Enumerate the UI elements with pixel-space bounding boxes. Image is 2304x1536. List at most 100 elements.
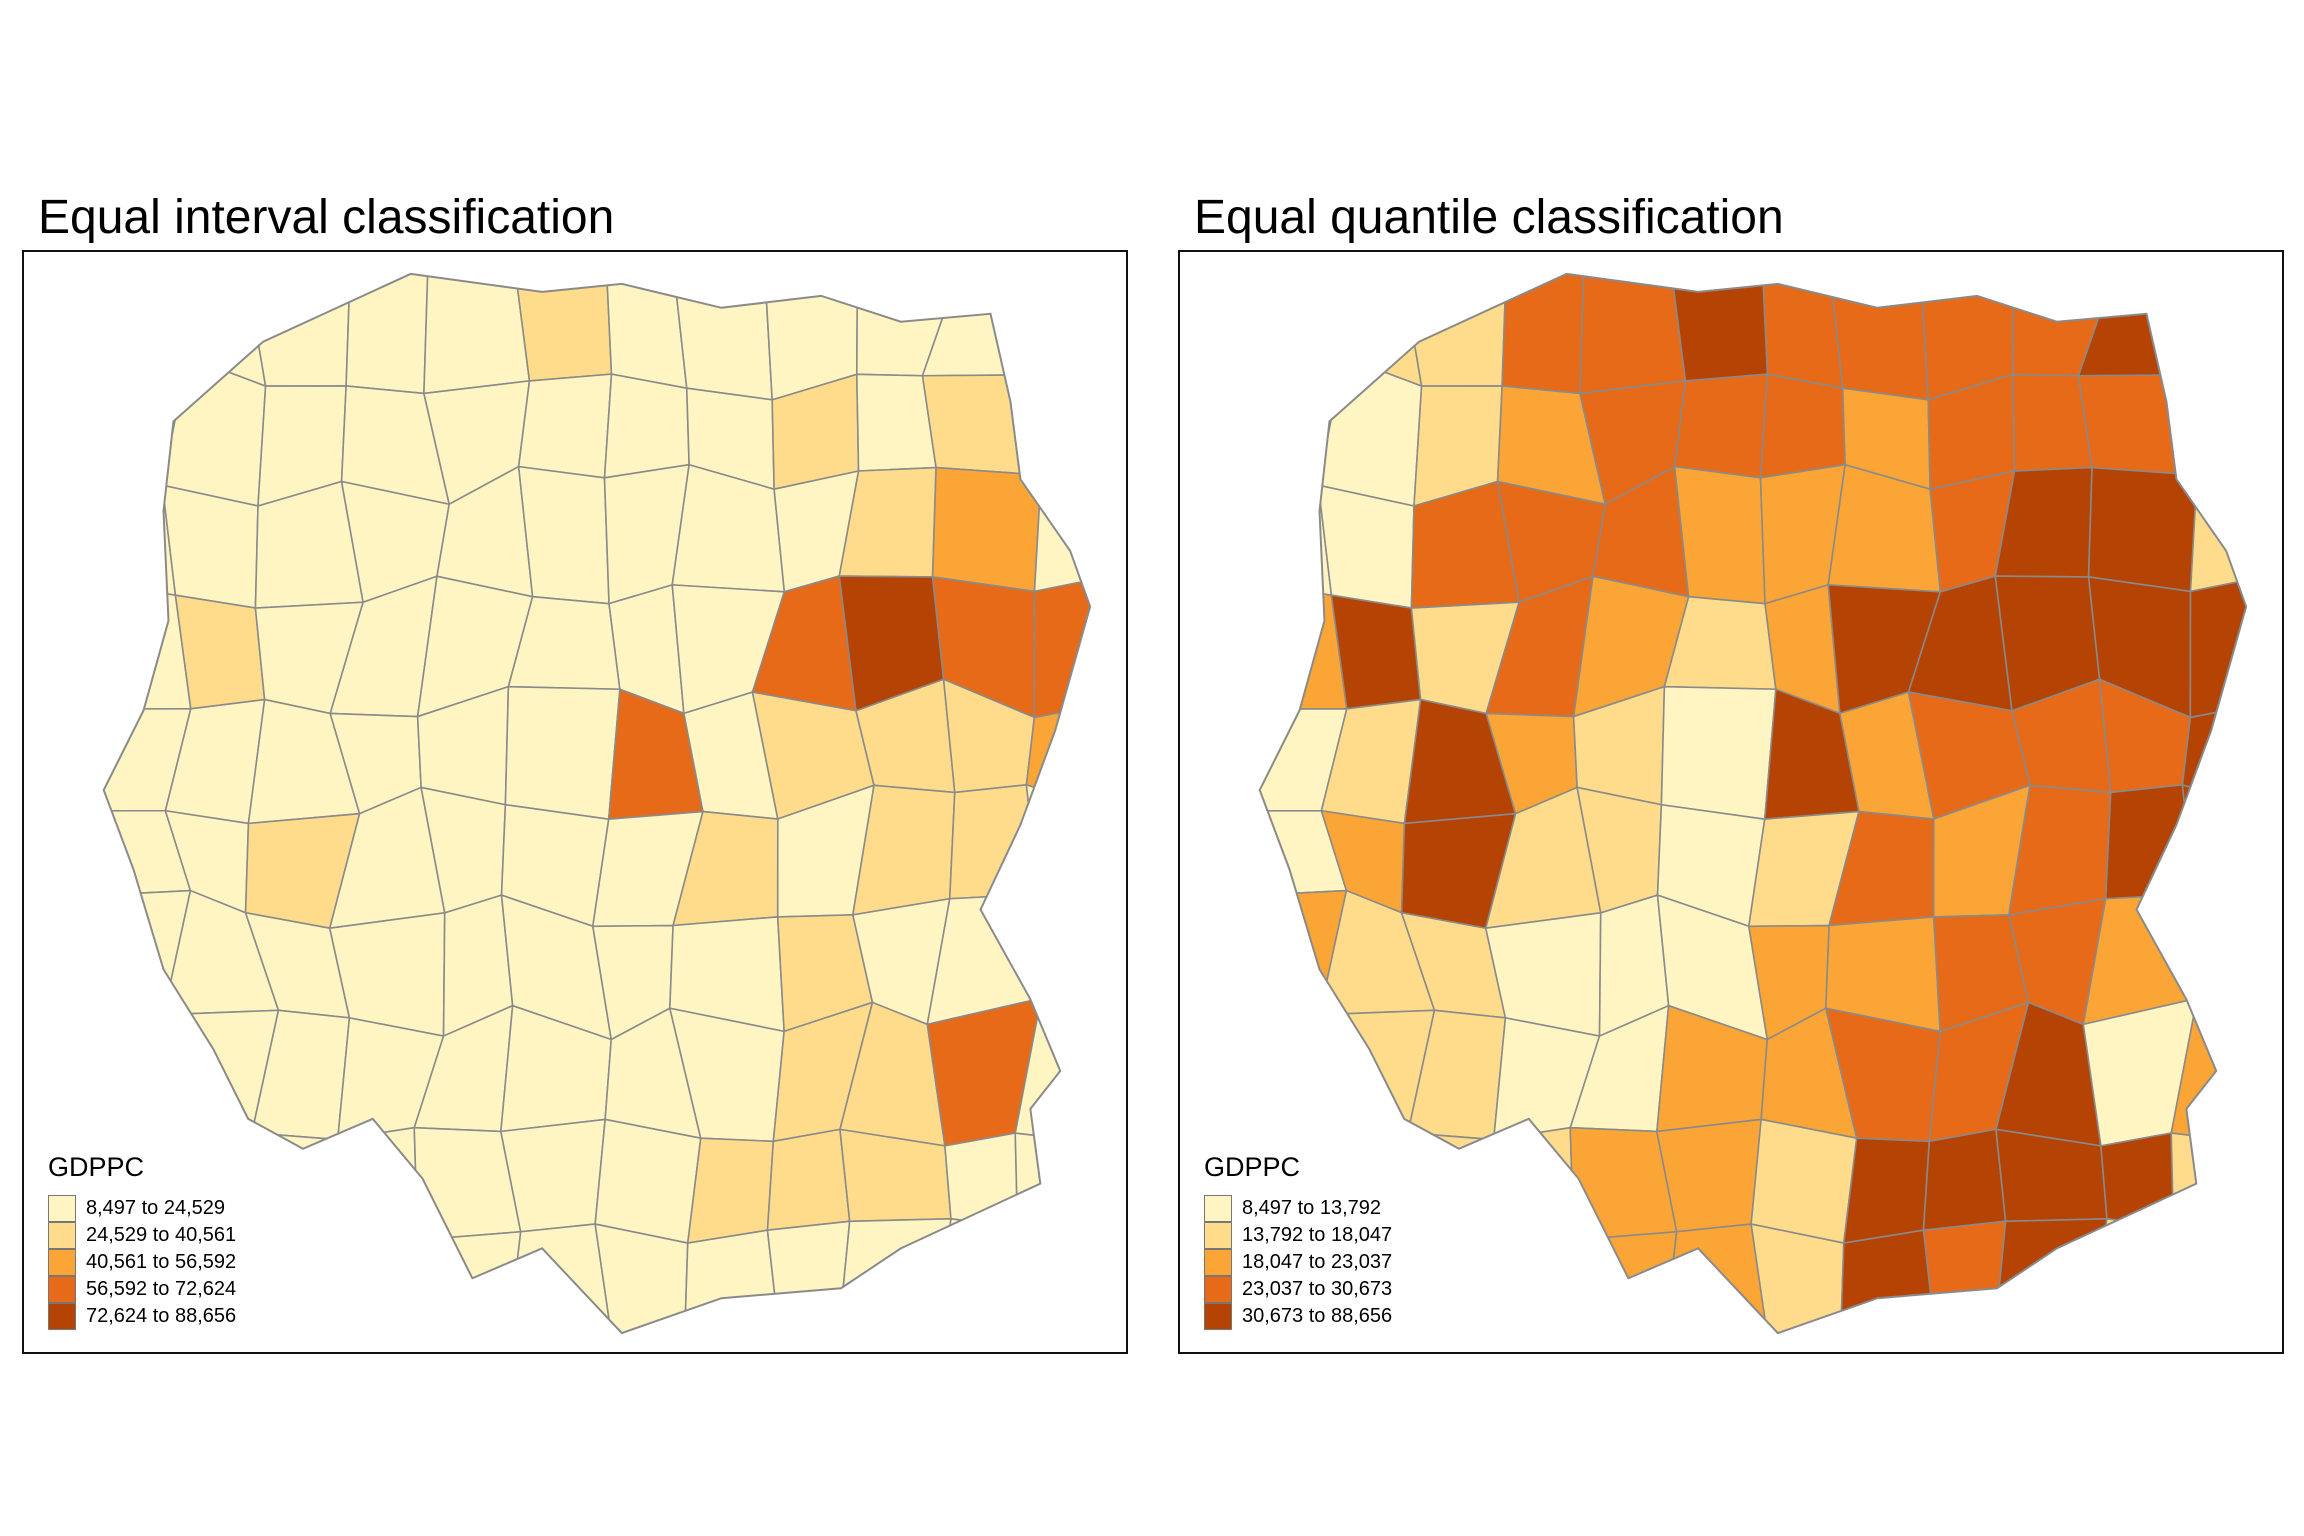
legend-label: 24,529 to 40,561 xyxy=(86,1224,237,1246)
legend-item: 8,497 to 13,792 xyxy=(1204,1195,1392,1222)
legend-item: 30,673 to 88,656 xyxy=(1204,1303,1392,1330)
county-region xyxy=(517,465,610,605)
county-region xyxy=(2077,374,2199,476)
county-region xyxy=(1259,998,1354,1120)
county-region xyxy=(594,1118,702,1245)
legend-swatch xyxy=(1204,1222,1232,1249)
county-region xyxy=(514,273,613,382)
county-region xyxy=(2189,474,2247,593)
legend-swatch xyxy=(1204,1195,1232,1222)
county-region xyxy=(594,1223,689,1334)
legend-label: 56,592 to 72,624 xyxy=(86,1278,237,1300)
county-region xyxy=(517,373,613,479)
province-boundary xyxy=(102,272,1092,1335)
county-region xyxy=(2193,893,2247,1021)
legend-label: 30,673 to 88,656 xyxy=(1242,1305,1393,1327)
county-region xyxy=(2181,783,2247,903)
county-region xyxy=(1572,1230,1678,1334)
county-region xyxy=(103,998,198,1120)
county-region xyxy=(766,1128,851,1232)
legend-label: 8,497 to 13,792 xyxy=(1242,1197,1382,1219)
county-region xyxy=(1317,484,1415,609)
map-title: Equal interval classification xyxy=(38,191,615,244)
legend-item: 72,624 to 88,656 xyxy=(48,1303,236,1330)
county-region xyxy=(186,273,267,388)
legend-title: GDPPC xyxy=(48,1152,145,1182)
county-region xyxy=(2089,1217,2196,1334)
county-region xyxy=(347,1222,425,1334)
map-title: Equal quantile classification xyxy=(1194,191,1784,244)
county-region xyxy=(1750,1118,1858,1245)
county-region xyxy=(1259,273,1352,395)
county-region xyxy=(1750,1223,1845,1334)
county-region xyxy=(1501,273,1585,395)
county-region xyxy=(1342,273,1423,388)
region-group xyxy=(1259,273,2247,1334)
county-region xyxy=(1922,1220,2007,1334)
county-region xyxy=(1670,273,1769,382)
map-legend: GDPPC 8,497 to 13,792 13,792 to 18,047 1… xyxy=(1204,1152,1392,1330)
county-region xyxy=(507,1223,613,1334)
county-region xyxy=(1259,889,1348,1016)
county-region xyxy=(1033,575,1091,719)
legend-swatch xyxy=(48,1249,76,1276)
county-region xyxy=(336,1126,419,1242)
county-region xyxy=(1016,1226,1091,1334)
county-region xyxy=(161,484,259,609)
county-region xyxy=(2189,575,2247,719)
county-region xyxy=(766,1220,851,1334)
county-region xyxy=(1414,1222,1517,1334)
legend-item: 40,561 to 56,592 xyxy=(48,1249,236,1276)
county-region xyxy=(1503,1222,1581,1334)
legend-title: GDPPC xyxy=(1204,1152,1301,1182)
map-legend: GDPPC 8,497 to 24,529 24,529 to 40,561 4… xyxy=(48,1152,236,1330)
legend-label: 18,047 to 23,037 xyxy=(1242,1251,1393,1273)
legend-item: 13,792 to 18,047 xyxy=(1204,1222,1392,1249)
county-region xyxy=(683,1229,781,1334)
county-region xyxy=(1027,356,1091,487)
map-panel-equal-quantile: Equal quantile classification GDPPC 8,49… xyxy=(1156,0,2284,1536)
legend-item: 8,497 to 24,529 xyxy=(48,1195,236,1222)
county-region xyxy=(1673,465,1766,605)
county-region xyxy=(2172,1226,2247,1334)
legend-swatch xyxy=(48,1195,76,1222)
county-region xyxy=(1839,1229,1937,1334)
county-region xyxy=(1759,373,1846,479)
map-frame: GDPPC 8,497 to 13,792 13,792 to 18,047 1… xyxy=(1178,250,2284,1354)
legend-swatch xyxy=(48,1303,76,1330)
legend-item: 18,047 to 23,037 xyxy=(1204,1249,1392,1276)
county-region xyxy=(2100,1132,2175,1229)
legend-item: 24,529 to 40,561 xyxy=(48,1222,236,1249)
county-region xyxy=(933,1217,1040,1334)
county-region xyxy=(103,889,192,1016)
county-region xyxy=(1037,893,1091,1021)
legend-item: 23,037 to 30,673 xyxy=(1204,1276,1392,1303)
county-region xyxy=(1579,273,1687,395)
choropleth-map xyxy=(102,272,1092,1335)
county-region xyxy=(1330,594,1422,710)
legend-label: 8,497 to 24,529 xyxy=(86,1197,226,1219)
county-region xyxy=(245,273,351,387)
county-region xyxy=(174,594,266,710)
county-region xyxy=(2183,273,2247,376)
county-region xyxy=(103,273,196,395)
county-region xyxy=(686,1137,775,1245)
county-region xyxy=(423,273,531,395)
legend-label: 40,561 to 56,592 xyxy=(86,1251,237,1273)
legend-label: 23,037 to 30,673 xyxy=(1242,1278,1393,1300)
legend-swatch xyxy=(1204,1249,1232,1276)
county-region xyxy=(1033,474,1091,593)
county-region xyxy=(103,464,177,597)
legend-label: 72,624 to 88,656 xyxy=(86,1305,237,1327)
county-region xyxy=(1025,783,1091,903)
county-region xyxy=(1027,273,1091,376)
legend-item: 56,592 to 72,624 xyxy=(48,1276,236,1303)
county-region xyxy=(258,1222,361,1334)
county-region xyxy=(1025,701,1091,812)
legend-label: 13,792 to 18,047 xyxy=(1242,1224,1393,1246)
county-region xyxy=(1922,1128,2007,1232)
county-region xyxy=(2183,356,2247,487)
region-group xyxy=(103,273,1091,1334)
county-region xyxy=(504,685,621,821)
county-region xyxy=(345,273,429,395)
